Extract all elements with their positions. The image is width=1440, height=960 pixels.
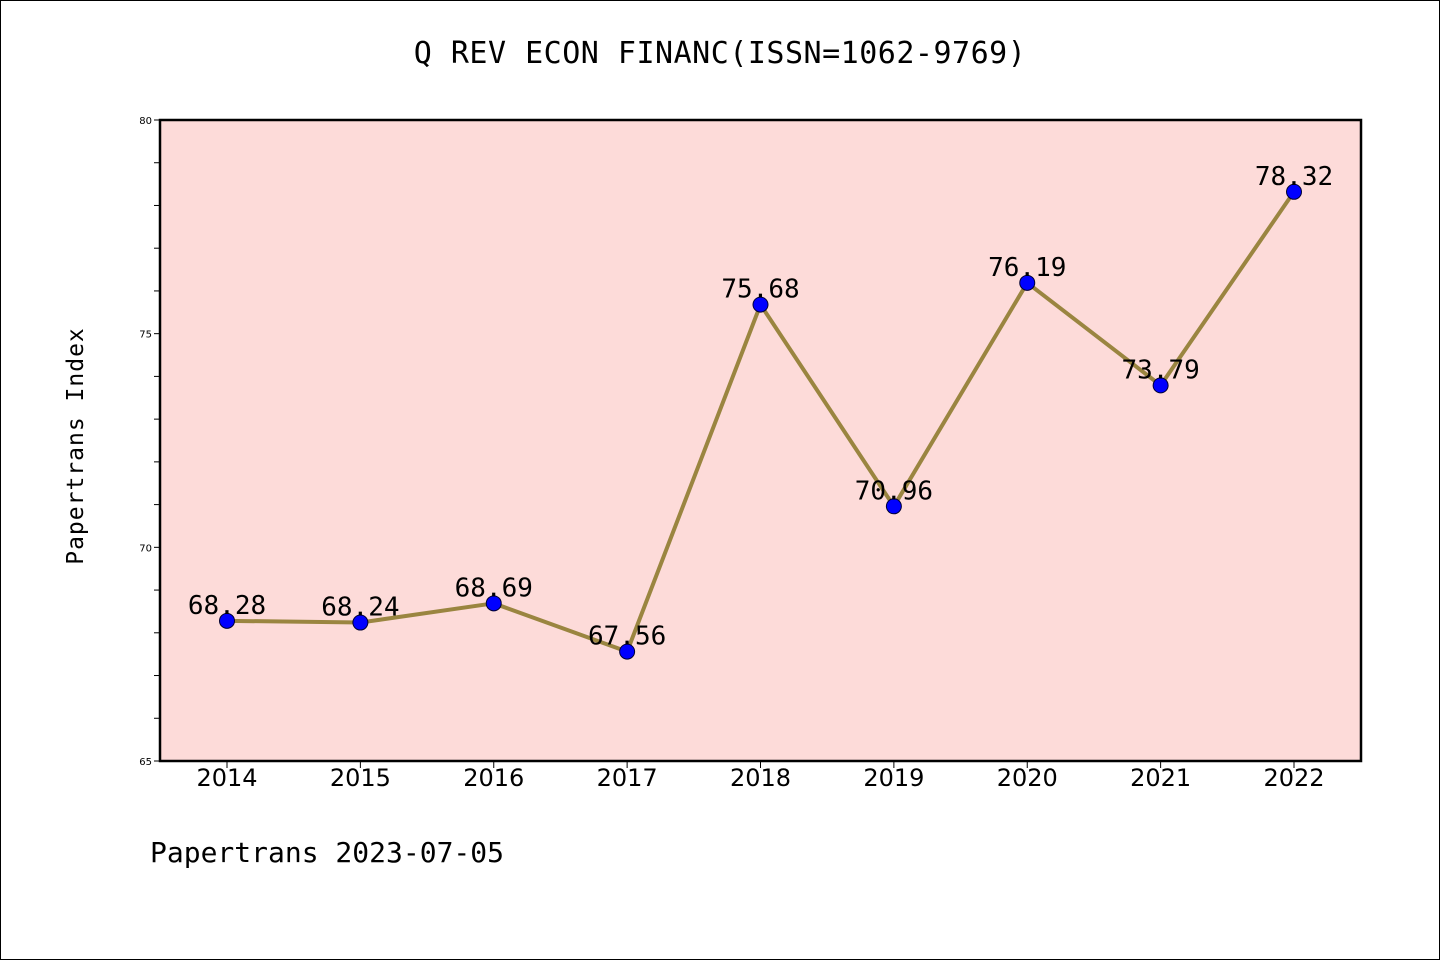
y-tick-label: 75: [139, 330, 152, 341]
data-point: [485, 595, 502, 612]
data-point: [352, 614, 369, 631]
data-point: [1152, 377, 1169, 394]
data-label: 78.32: [1255, 162, 1333, 192]
y-tick-label: 80: [139, 116, 152, 127]
data-point: [619, 643, 636, 660]
data-label: 70.96: [855, 476, 933, 506]
data-label: 76.19: [988, 253, 1066, 283]
y-tick-label: 70: [139, 543, 152, 554]
x-tick-label: 2014: [196, 764, 257, 792]
x-tick-label: 2019: [863, 764, 924, 792]
plot-border: [158, 118, 1363, 763]
data-label: 67.56: [588, 622, 666, 652]
data-point: [885, 498, 902, 515]
x-tick-label: 2018: [730, 764, 791, 792]
x-tick-label: 2022: [1263, 764, 1324, 792]
y-tick-label: 65: [139, 757, 152, 768]
data-point: [752, 296, 769, 313]
data-point: [1286, 183, 1302, 200]
data-label: 68.69: [455, 573, 533, 603]
data-label: 68.24: [321, 593, 399, 623]
footer-date-label: Papertrans 2023-07-05: [150, 836, 505, 869]
chart-title: Q REV ECON FINANC(ISSN=1062-9769): [413, 36, 1027, 71]
x-tick-label: 2016: [463, 764, 524, 792]
x-tick-label: 2017: [597, 764, 658, 792]
x-tick-label: 2020: [997, 764, 1058, 792]
x-tick-label: 2021: [1130, 764, 1191, 792]
data-point: [219, 612, 235, 629]
data-point: [1019, 274, 1036, 291]
data-label: 68.28: [188, 591, 266, 621]
data-label: 75.68: [721, 275, 799, 305]
plot-area: [160, 120, 1361, 761]
data-label: 73.79: [1121, 355, 1199, 385]
x-tick-label: 2015: [330, 764, 391, 792]
